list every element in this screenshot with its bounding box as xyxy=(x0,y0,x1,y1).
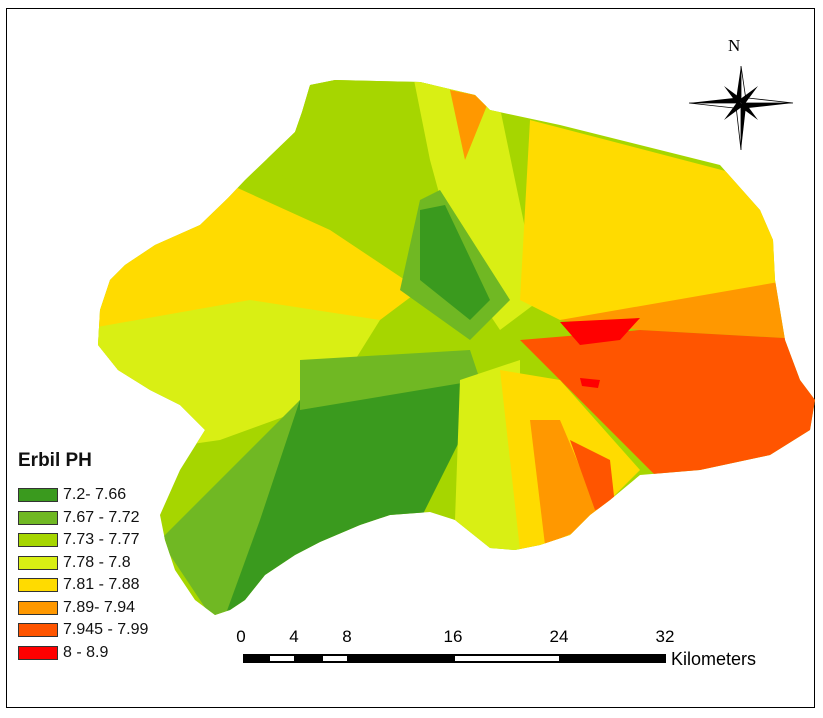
zone-east-red-orange xyxy=(520,330,815,480)
legend-label: 7.73 - 7.77 xyxy=(63,531,140,549)
ph-zones xyxy=(98,80,815,615)
scale-tick-4: 4 xyxy=(289,627,299,646)
legend-title: Erbil PH xyxy=(18,450,92,471)
legend-swatch xyxy=(18,623,58,638)
zone-south-orange xyxy=(530,420,600,545)
legend-item: 8 - 8.9 xyxy=(18,642,148,665)
legend-label: 7.89- 7.94 xyxy=(63,598,136,616)
legend-label: 7.945 - 7.99 xyxy=(63,621,149,639)
scale-bar xyxy=(243,654,666,663)
legend-label: 7.67 - 7.72 xyxy=(63,508,140,526)
scale-units: Kilometers xyxy=(671,649,757,669)
legend-item: 7.2- 7.66 xyxy=(18,484,148,507)
legend-item: 7.78 - 7.8 xyxy=(18,552,148,575)
scale-tick-32: 32 xyxy=(655,627,675,646)
legend-items: 7.2- 7.66 7.67 - 7.72 7.73 - 7.77 7.78 - 7.… xyxy=(18,484,148,664)
scale-bar-segment xyxy=(270,656,294,661)
scale-bar-segment xyxy=(455,656,559,661)
scale-tick-16: 16 xyxy=(443,627,463,646)
legend-swatch xyxy=(18,488,58,503)
legend-item: 7.89- 7.94 xyxy=(18,597,148,620)
legend-item: 7.945 - 7.99 xyxy=(18,619,148,642)
zone-center-band-green xyxy=(300,350,480,410)
legend-label: 7.81 - 7.88 xyxy=(63,576,140,594)
zone-south-lightyellow xyxy=(455,360,520,560)
legend-swatch xyxy=(18,578,58,593)
legend-swatch xyxy=(18,510,58,525)
zone-south-red-orange xyxy=(570,440,615,510)
legend-item: 7.67 - 7.72 xyxy=(18,507,148,530)
legend-swatch xyxy=(18,600,58,615)
north-label: N xyxy=(728,36,741,55)
zone-southwest-green xyxy=(160,400,300,615)
zone-high-ph-small xyxy=(580,378,600,388)
legend-swatch xyxy=(18,555,58,570)
compass-rose-icon xyxy=(688,65,794,151)
zone-north-lightyellow xyxy=(410,80,540,330)
scale-tick-24: 24 xyxy=(549,627,569,646)
scale-bar-segment xyxy=(323,656,347,661)
legend-item: 7.73 - 7.77 xyxy=(18,529,148,552)
zone-high-ph xyxy=(560,318,640,345)
legend: Erbil PH 7.2- 7.66 7.67 - 7.72 7.73 - 7.77… xyxy=(18,450,148,664)
legend-label: 7.78 - 7.8 xyxy=(63,553,131,571)
scale-tick-0: 0 xyxy=(236,627,246,646)
legend-label: 8 - 8.9 xyxy=(63,643,109,661)
scale-bar-outline xyxy=(243,654,666,663)
legend-item: 7.81 - 7.88 xyxy=(18,574,148,597)
legend-swatch xyxy=(18,645,58,660)
zone-northeast-yellow xyxy=(520,120,790,320)
legend-label: 7.2- 7.66 xyxy=(63,486,127,504)
zone-center-darkgreen xyxy=(420,205,490,320)
zone-north-orange xyxy=(450,90,490,160)
legend-swatch xyxy=(18,533,58,548)
scale-tick-8: 8 xyxy=(342,627,352,646)
